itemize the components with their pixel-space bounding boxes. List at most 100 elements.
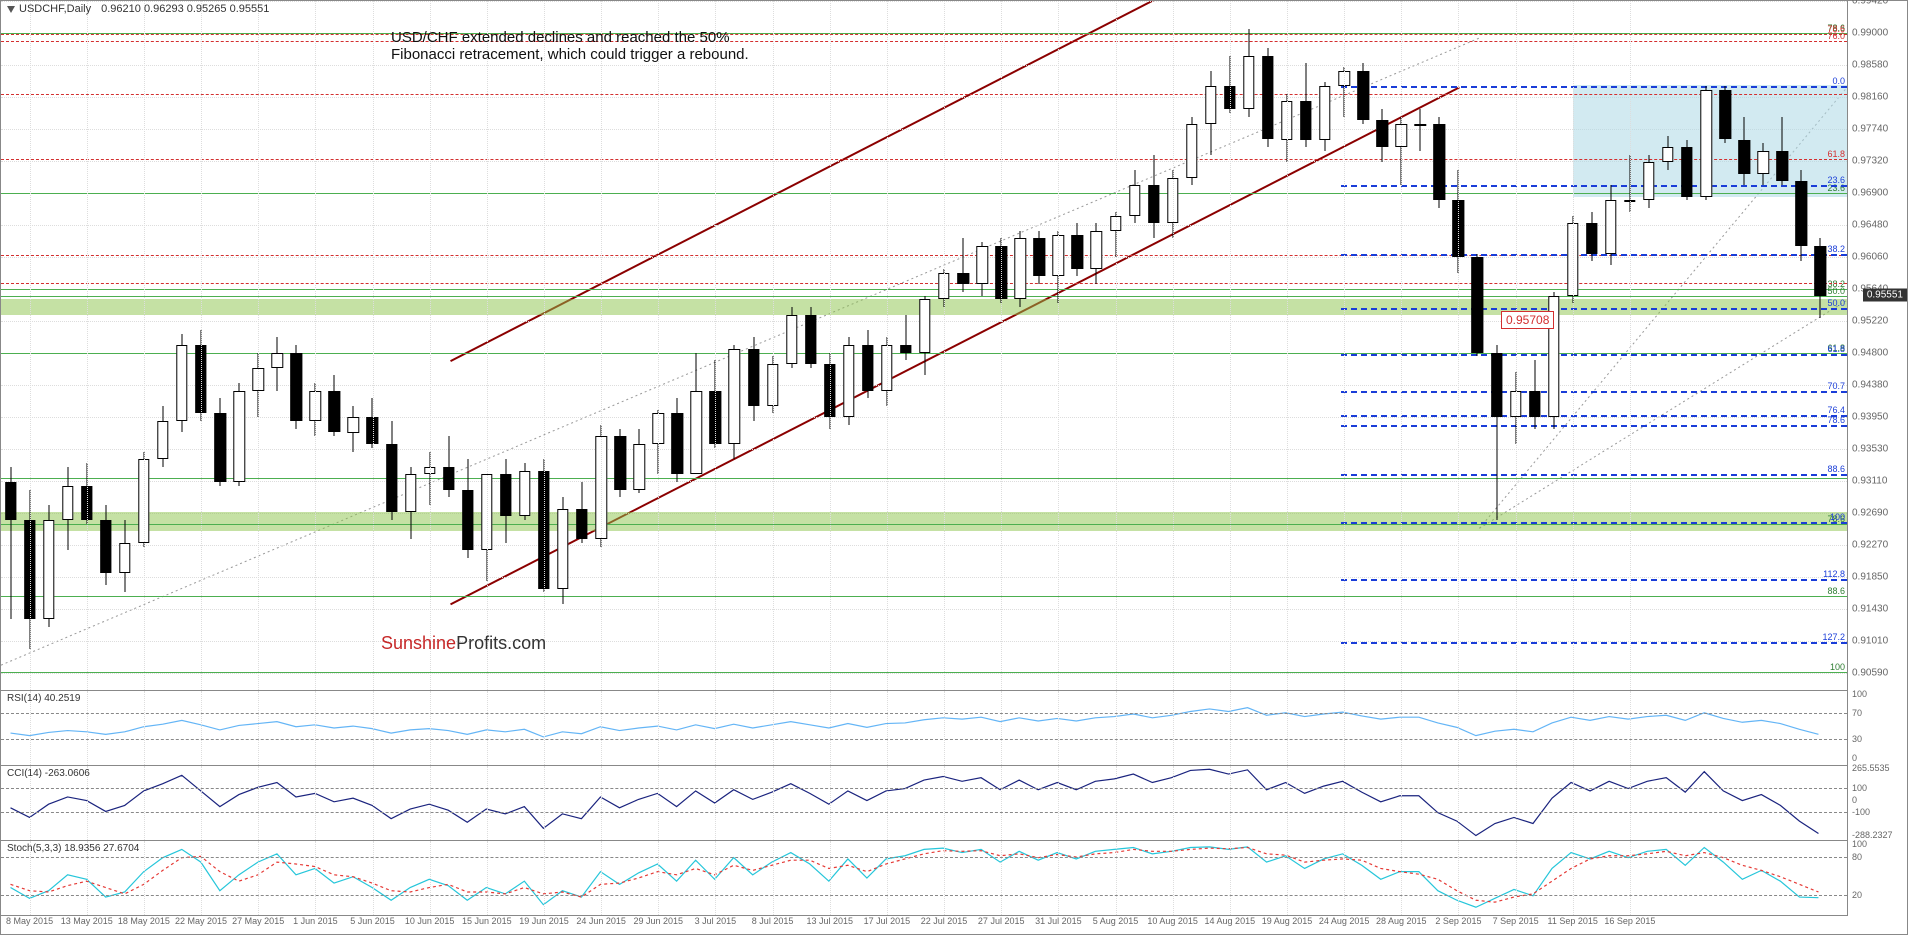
candle — [1357, 1, 1370, 673]
grid-line-v — [887, 1, 888, 690]
grid-line-v — [1458, 691, 1459, 765]
x-tick-label: 14 Aug 2015 — [1205, 916, 1256, 926]
candle — [1795, 1, 1808, 673]
y-tick: 0.94380 — [1852, 379, 1888, 390]
ind-level-line — [1, 857, 1847, 858]
candle — [556, 1, 569, 673]
fib-label: 38.2 — [1827, 244, 1845, 254]
x-tick-label: 5 Jun 2015 — [350, 916, 395, 926]
candle — [1299, 1, 1312, 673]
ind-ytick: 80 — [1852, 852, 1862, 862]
grid-line-v — [887, 841, 888, 915]
grid-line-v — [1573, 766, 1574, 840]
grid-line-v — [315, 841, 316, 915]
grid-line-v — [1173, 841, 1174, 915]
y-tick: 0.93110 — [1852, 476, 1887, 487]
fib-label: 76.4 — [1827, 405, 1845, 415]
grid-line-v — [1458, 1, 1459, 690]
watermark: SunshineProfits.com — [381, 633, 546, 654]
grid-line-v — [1058, 1, 1059, 690]
grid-line-v — [887, 691, 888, 765]
fib-label: 50.0 — [1827, 298, 1845, 308]
grid-line-v — [30, 1, 31, 690]
grid-line-v — [1173, 766, 1174, 840]
main-price-chart[interactable]: USDCHF,Daily 0.96210 0.96293 0.95265 0.9… — [1, 1, 1847, 691]
rsi-panel[interactable]: RSI(14) 40.2519 — [1, 691, 1847, 766]
x-tick-label: 10 Aug 2015 — [1147, 916, 1198, 926]
grid-line-v — [1001, 766, 1002, 840]
grid-line-v — [373, 766, 374, 840]
y-tick: 0.91850 — [1852, 572, 1888, 583]
grid-line-v — [315, 1, 316, 690]
grid-line-v — [487, 766, 488, 840]
grid-line-v — [1058, 691, 1059, 765]
y-tick: 0.96060 — [1852, 251, 1888, 262]
ind-ytick: 30 — [1852, 734, 1862, 744]
candle — [518, 1, 531, 673]
x-tick-label: 10 Jun 2015 — [405, 916, 455, 926]
grid-line-v — [830, 766, 831, 840]
grid-line-v — [1516, 841, 1517, 915]
candle — [1490, 1, 1503, 673]
y-tick: 0.93950 — [1852, 412, 1888, 423]
candle — [232, 1, 245, 673]
grid-line-v — [430, 841, 431, 915]
grid-line-v — [1230, 841, 1231, 915]
ind-ytick: 70 — [1852, 708, 1862, 718]
candle — [385, 1, 398, 673]
stoch-panel[interactable]: Stoch(5,3,3) 18.9356 27.6704 — [1, 841, 1847, 916]
grid-line-v — [87, 691, 88, 765]
candle — [614, 1, 627, 673]
candle — [1547, 1, 1560, 673]
fib-label: 100 — [1830, 662, 1845, 672]
fib-label: 61.8 — [1827, 344, 1845, 354]
grid-line-v — [773, 691, 774, 765]
x-tick-label: 1 Jun 2015 — [293, 916, 338, 926]
y-tick: 0.90590 — [1852, 668, 1888, 679]
y-tick: 0.98580 — [1852, 59, 1888, 70]
grid-line-v — [601, 841, 602, 915]
x-axis: 8 May 201513 May 201518 May 201522 May 2… — [1, 916, 1847, 934]
grid-line-v — [487, 691, 488, 765]
grid-line-v — [1573, 1, 1574, 690]
grid-line-v — [1630, 691, 1631, 765]
ind-ytick: 0 — [1852, 795, 1857, 805]
grid-line-v — [1116, 691, 1117, 765]
stoch-y-axis: 2080100 — [1847, 841, 1907, 916]
y-tick: 0.99000 — [1852, 27, 1888, 38]
y-tick: 0.96480 — [1852, 219, 1888, 230]
candle — [347, 1, 360, 673]
candle — [1814, 1, 1827, 673]
candle — [1642, 1, 1655, 673]
candle — [1433, 1, 1446, 673]
grid-line-v — [601, 766, 602, 840]
grid-line-v — [773, 766, 774, 840]
grid-line-v — [658, 841, 659, 915]
cci-panel[interactable]: CCI(14) -263.0606 — [1, 766, 1847, 841]
grid-line-v — [258, 766, 259, 840]
grid-line-v — [1458, 766, 1459, 840]
stoch-svg — [1, 841, 1847, 915]
ind-ytick: 100 — [1852, 783, 1867, 793]
dropdown-icon[interactable] — [7, 6, 15, 13]
candle — [1128, 1, 1141, 673]
y-tick: 0.96900 — [1852, 187, 1888, 198]
rsi-title: RSI(14) 40.2519 — [7, 693, 80, 704]
grid-line-v — [1516, 1, 1517, 690]
symbol-label: USDCHF,Daily — [19, 3, 91, 15]
annotation-line2: Fibonacci retracement, which could trigg… — [391, 46, 749, 63]
grid-line-v — [1230, 1, 1231, 690]
candle — [404, 1, 417, 673]
cci-y-axis: -288.2327-1000100265.5535 — [1847, 766, 1907, 841]
grid-line-v — [944, 691, 945, 765]
grid-line-v — [1058, 766, 1059, 840]
grid-line-v — [201, 766, 202, 840]
candle — [328, 1, 341, 673]
grid-line-v — [1287, 841, 1288, 915]
y-tick: 0.91010 — [1852, 636, 1888, 647]
cci-title: CCI(14) -263.0606 — [7, 768, 90, 779]
ind-ytick: 100 — [1852, 689, 1867, 699]
grid-line-v — [601, 1, 602, 690]
grid-line-v — [1401, 691, 1402, 765]
candle — [4, 1, 17, 673]
